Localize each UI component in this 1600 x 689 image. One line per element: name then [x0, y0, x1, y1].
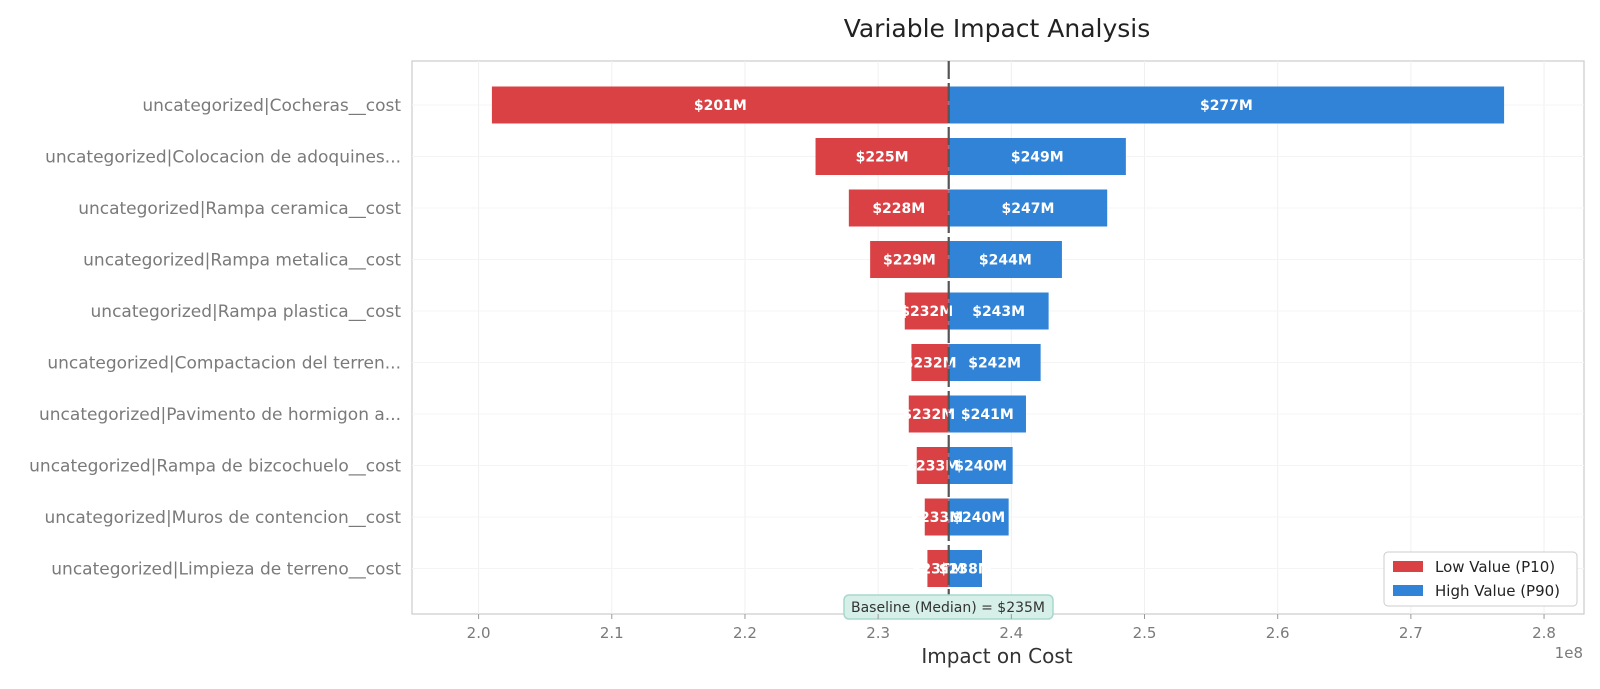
legend-label-high: High Value (P90) [1435, 582, 1560, 600]
low-bar-label-7: $233M [906, 459, 959, 475]
legend-label-low: Low Value (P10) [1435, 558, 1555, 576]
low-bar-label-2: $228M [872, 201, 925, 217]
high-bar-0 [948, 86, 1505, 124]
y-axis-label-5: uncategorized|Compactacion del terren... [47, 354, 401, 374]
x-tick-label-4: 2.4 [999, 624, 1023, 642]
low-bar-label-6: $232M [902, 407, 955, 423]
legend-swatch-low [1393, 561, 1423, 572]
chart-title: Variable Impact Analysis [844, 14, 1151, 43]
bar-labels-layer: $201M $225M $228M $229M $232M $232M $232M $233M… [694, 98, 1253, 578]
x-axis-ticks: 2.0 2.1 2.2 2.3 2.4 2.5 2.6 2.7 2.8 [467, 614, 1556, 642]
legend-box [1383, 551, 1578, 607]
low-bar-1 [815, 138, 949, 175]
high-bar-5 [948, 344, 1041, 381]
baseline-label: Baseline (Median) = $235M [851, 600, 1045, 616]
legend: Low Value (P10) High Value (P90) [1383, 551, 1578, 607]
y-axis-label-1: uncategorized|Colocacion de adoquines... [45, 148, 401, 168]
high-bar-label-0: $277M [1200, 98, 1253, 114]
high-bar-9 [948, 550, 983, 587]
high-bar-label-8: $240M [952, 510, 1005, 526]
low-bar-label-4: $232M [900, 304, 953, 320]
high-bar-label-4: $243M [972, 304, 1025, 320]
baseline-box [843, 594, 1054, 620]
y-axis-label-9: uncategorized|Limpieza de terreno__cost [51, 560, 401, 580]
high-bar-2 [948, 189, 1108, 227]
low-bar-6 [908, 395, 949, 433]
low-bar-label-1: $225M [856, 150, 909, 166]
low-bar-3 [870, 241, 949, 278]
low-bar-9 [927, 550, 949, 587]
y-axis-label-3: uncategorized|Rampa metalica__cost [83, 251, 401, 271]
x-tick-label-2: 2.2 [733, 624, 757, 642]
x-tick-label-1: 2.1 [600, 624, 624, 642]
low-bar-label-9: $236M [912, 562, 965, 578]
y-axis-label-0: uncategorized|Cocheras__cost [142, 96, 401, 116]
low-bar-0 [491, 86, 949, 124]
low-bar-label-8: $233M [910, 510, 963, 526]
x-tick-label-7: 2.7 [1399, 624, 1423, 642]
low-bar-4 [904, 292, 949, 330]
low-bar-7 [916, 447, 949, 484]
high-bar-3 [948, 241, 1062, 278]
low-bar-label-0: $201M [694, 98, 747, 114]
high-bar-label-7: $240M [954, 459, 1007, 475]
y-axis-label-8: uncategorized|Muros de contencion__cost [44, 508, 401, 528]
high-bar-label-1: $249M [1011, 150, 1064, 166]
y-axis-label-2: uncategorized|Rampa ceramica__cost [78, 199, 401, 219]
high-bar-8 [948, 498, 1009, 536]
y-axis-labels: uncategorized|Cocheras__cost uncategorize… [29, 96, 401, 580]
y-axis-label-7: uncategorized|Rampa de bizcochuelo__cost [29, 457, 401, 477]
high-bar-6 [948, 395, 1026, 433]
legend-swatch-high [1393, 585, 1423, 596]
y-axis-label-6: uncategorized|Pavimento de hormigon a... [39, 405, 401, 425]
high-bar-label-3: $244M [979, 253, 1032, 269]
x-tick-label-8: 2.8 [1532, 624, 1556, 642]
high-bar-7 [948, 447, 1013, 484]
low-bar-8 [924, 498, 949, 536]
x-tick-label-6: 2.6 [1266, 624, 1290, 642]
bars-layer [491, 86, 1505, 587]
high-bar-1 [948, 138, 1126, 175]
x-tick-label-0: 2.0 [467, 624, 491, 642]
y-axis-label-4: uncategorized|Rampa plastica__cost [91, 302, 402, 322]
high-bar-label-2: $247M [1002, 201, 1055, 217]
high-bar-label-5: $242M [968, 356, 1021, 372]
high-bar-4 [948, 292, 1049, 330]
low-bar-2 [848, 189, 949, 227]
baseline-annotation: Baseline (Median) = $235M [843, 594, 1054, 620]
x-tick-label-3: 2.3 [866, 624, 890, 642]
low-bar-5 [911, 344, 949, 381]
low-bar-label-3: $229M [883, 253, 936, 269]
high-bar-label-6: $241M [961, 407, 1014, 423]
x-axis-label: Impact on Cost [921, 644, 1072, 668]
low-bar-label-5: $232M [904, 356, 957, 372]
x-tick-label-5: 2.5 [1133, 624, 1157, 642]
high-bar-label-9: $238M [939, 562, 992, 578]
x-axis-offset-label: 1e8 [1555, 644, 1583, 662]
